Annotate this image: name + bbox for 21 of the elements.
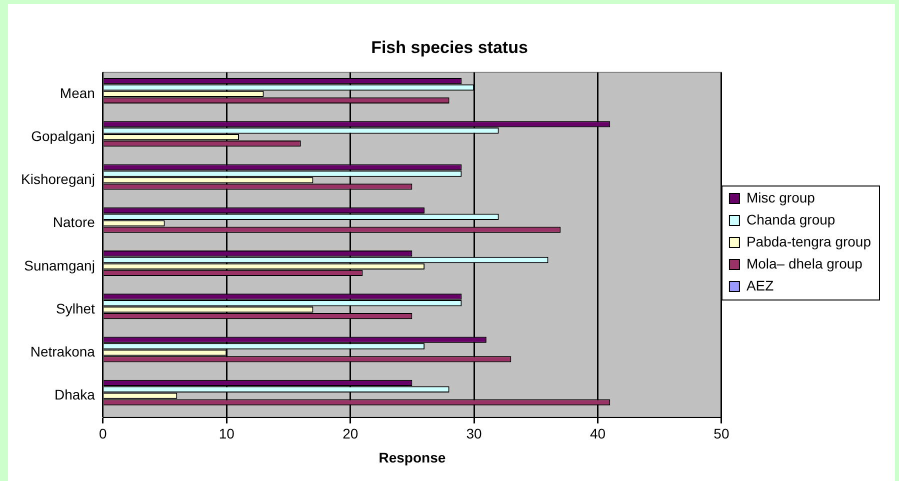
- x-tick-label: 10: [218, 426, 235, 442]
- y-tick-label: Natore: [52, 214, 96, 230]
- y-tick-label: Kishoreganj: [21, 171, 95, 188]
- y-tick-label: Sylhet: [56, 300, 96, 316]
- y-tick-label: Gopalganj: [31, 128, 95, 144]
- legend-label: Misc group: [746, 189, 816, 206]
- x-axis-title: Response: [378, 449, 446, 466]
- legend-label: AEZ: [746, 277, 774, 294]
- legend-label: Mola– dhela group: [746, 255, 863, 272]
- x-tick-label: 30: [466, 426, 482, 442]
- x-tick-label: 50: [714, 426, 730, 442]
- legend-label: Pabda-tengra group: [746, 233, 872, 250]
- chart-title: Fish species status: [371, 38, 528, 57]
- y-tick-label: Dhaka: [54, 386, 96, 403]
- x-tick-label: 20: [342, 426, 358, 442]
- y-tick-label: Sunamganj: [24, 257, 95, 274]
- x-tick-label: 40: [590, 426, 606, 442]
- legend-label: Chanda group: [746, 211, 836, 228]
- x-tick-label: 0: [99, 426, 108, 442]
- y-tick-label: Mean: [60, 84, 95, 101]
- y-tick-label: Netrakona: [30, 344, 96, 360]
